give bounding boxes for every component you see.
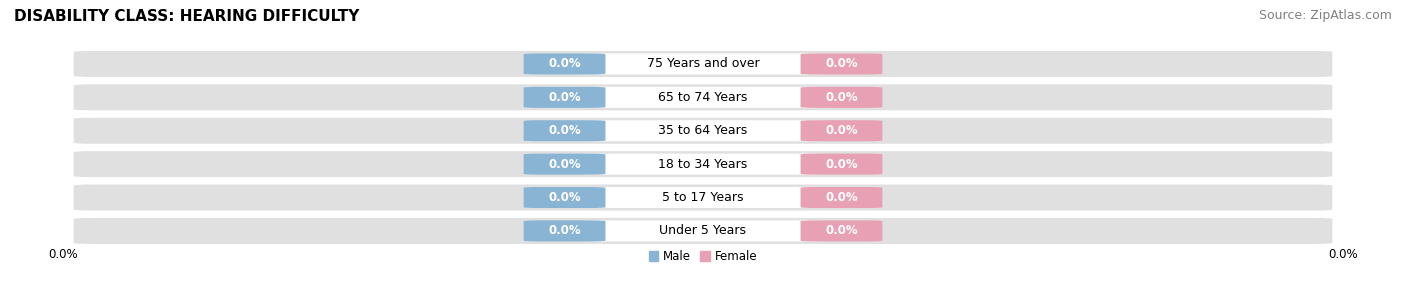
FancyBboxPatch shape	[581, 87, 825, 108]
Text: 0.0%: 0.0%	[548, 124, 581, 137]
Legend: Male, Female: Male, Female	[644, 245, 762, 268]
Text: 0.0%: 0.0%	[1327, 248, 1358, 261]
Text: 0.0%: 0.0%	[825, 57, 858, 71]
Text: DISABILITY CLASS: HEARING DIFFICULTY: DISABILITY CLASS: HEARING DIFFICULTY	[14, 9, 360, 24]
Text: 35 to 64 Years: 35 to 64 Years	[658, 124, 748, 137]
Text: 0.0%: 0.0%	[825, 158, 858, 171]
FancyBboxPatch shape	[581, 220, 825, 241]
FancyBboxPatch shape	[581, 187, 825, 208]
FancyBboxPatch shape	[800, 220, 883, 241]
Text: 0.0%: 0.0%	[825, 124, 858, 137]
Text: 0.0%: 0.0%	[825, 224, 858, 237]
FancyBboxPatch shape	[800, 154, 883, 175]
Text: 65 to 74 Years: 65 to 74 Years	[658, 91, 748, 104]
Text: 18 to 34 Years: 18 to 34 Years	[658, 158, 748, 171]
FancyBboxPatch shape	[581, 120, 825, 141]
Text: 0.0%: 0.0%	[825, 191, 858, 204]
Text: 5 to 17 Years: 5 to 17 Years	[662, 191, 744, 204]
FancyBboxPatch shape	[800, 54, 883, 74]
Text: 0.0%: 0.0%	[548, 57, 581, 71]
Text: 0.0%: 0.0%	[825, 91, 858, 104]
Text: 0.0%: 0.0%	[48, 248, 79, 261]
Text: 0.0%: 0.0%	[548, 91, 581, 104]
FancyBboxPatch shape	[523, 187, 606, 208]
FancyBboxPatch shape	[73, 118, 1333, 144]
FancyBboxPatch shape	[73, 84, 1333, 110]
Text: Under 5 Years: Under 5 Years	[659, 224, 747, 237]
Text: Source: ZipAtlas.com: Source: ZipAtlas.com	[1258, 9, 1392, 22]
FancyBboxPatch shape	[73, 151, 1333, 177]
Text: 0.0%: 0.0%	[548, 224, 581, 237]
Text: 0.0%: 0.0%	[548, 191, 581, 204]
FancyBboxPatch shape	[73, 185, 1333, 211]
FancyBboxPatch shape	[800, 120, 883, 141]
FancyBboxPatch shape	[800, 87, 883, 108]
Text: 75 Years and over: 75 Years and over	[647, 57, 759, 71]
FancyBboxPatch shape	[523, 154, 606, 175]
FancyBboxPatch shape	[523, 120, 606, 141]
FancyBboxPatch shape	[523, 54, 606, 74]
FancyBboxPatch shape	[73, 51, 1333, 77]
FancyBboxPatch shape	[73, 218, 1333, 244]
FancyBboxPatch shape	[800, 187, 883, 208]
Text: 0.0%: 0.0%	[548, 158, 581, 171]
FancyBboxPatch shape	[581, 54, 825, 74]
FancyBboxPatch shape	[523, 87, 606, 108]
FancyBboxPatch shape	[523, 220, 606, 241]
FancyBboxPatch shape	[581, 154, 825, 175]
